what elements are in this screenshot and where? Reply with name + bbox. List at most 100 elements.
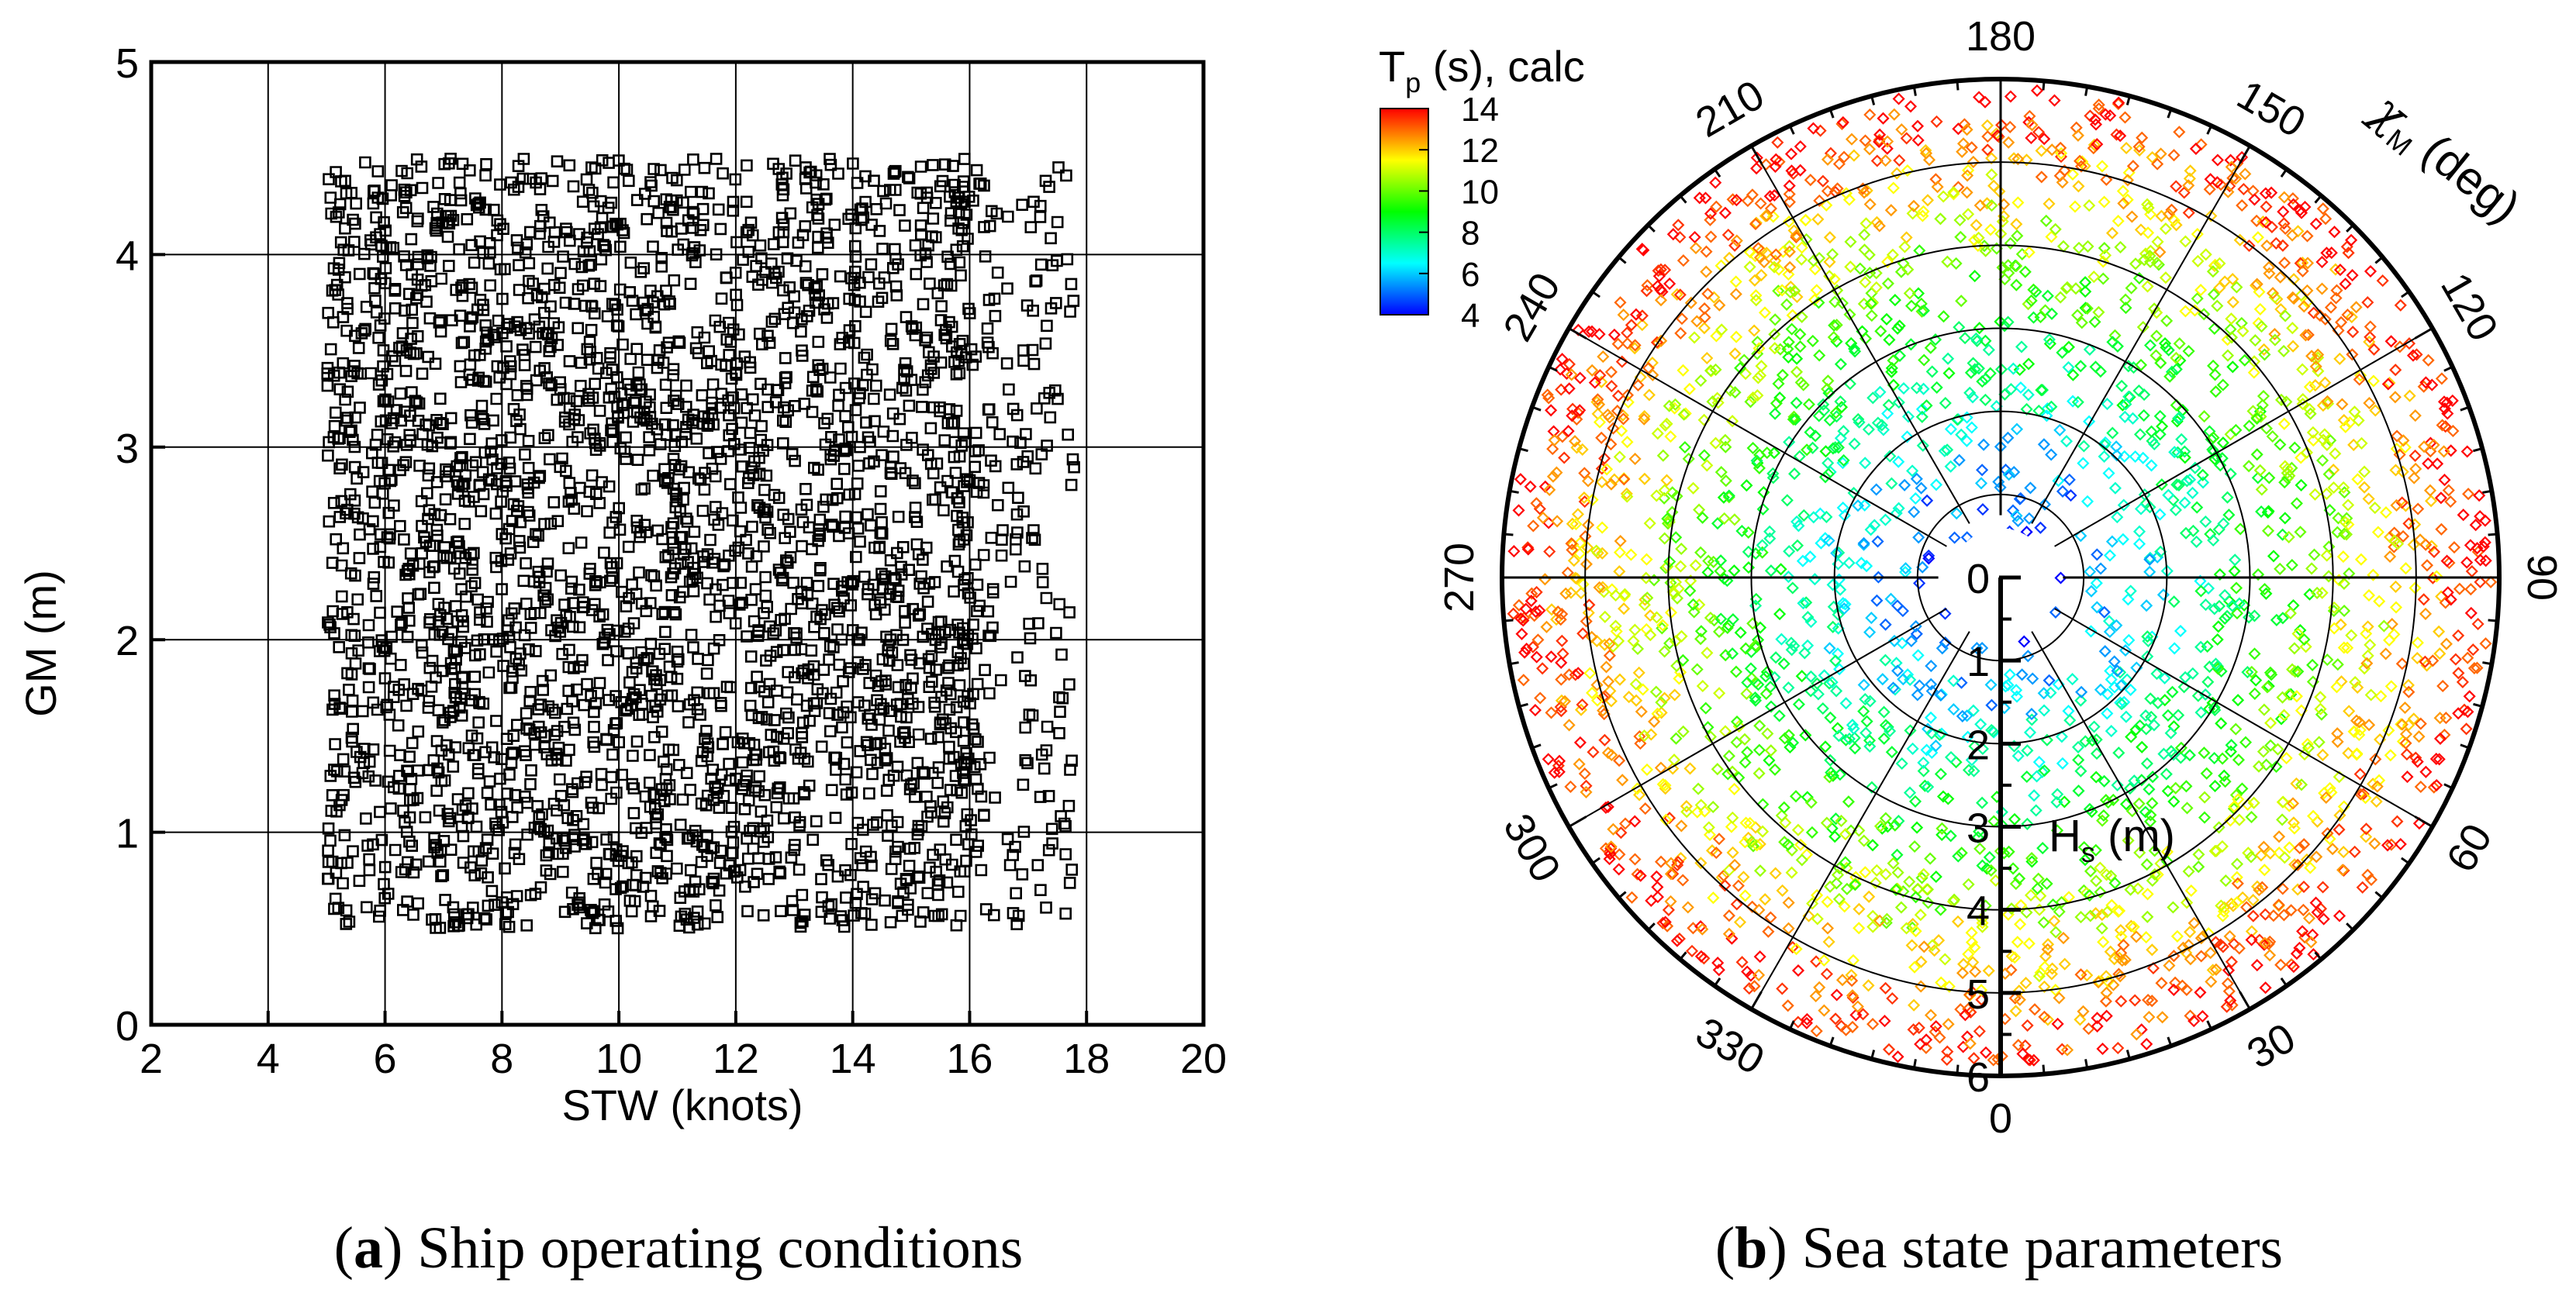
b-angle-tick: [2488, 533, 2498, 536]
colorbar-tick-label: 6: [1461, 256, 1480, 294]
b-angle-tick: [1679, 951, 1687, 960]
colorbar-gradient: [1380, 108, 1429, 315]
b-angle-tick: [1548, 365, 1558, 372]
b-angle-tick: [2374, 891, 2384, 899]
a-y-tick-labels: 0 1 2 3 4 5: [116, 40, 139, 1050]
a-x-tick-label: 12: [713, 1036, 759, 1082]
b-angle-tick: [1509, 661, 1519, 666]
a-point-cloud: [321, 153, 1080, 935]
colorbar-title-main: T: [1379, 42, 1405, 91]
b-angle-tick: [2473, 702, 2483, 708]
b-angle-tick: [1518, 447, 1528, 453]
colorbar-tick-label: 14: [1461, 91, 1499, 129]
b-spoke: [1750, 145, 1970, 524]
caption-a-text: Ship operating conditions: [402, 1215, 1023, 1281]
b-angle-tick: [2167, 1036, 2173, 1046]
colorbar-title: Tp (s), calc: [1379, 42, 1585, 98]
b-angle-tick: [1591, 290, 1601, 298]
b-angle-tick: [2314, 195, 2322, 204]
b-angle-tick-label: 0: [1989, 1095, 2012, 1142]
b-angle-tick: [1713, 168, 1721, 178]
b-angle-tick: [1912, 1059, 1917, 1069]
b-angle-tick: [2460, 743, 2470, 750]
b-angle-tick: [2401, 290, 2410, 298]
b-radial-axis-label: Hs (m): [2049, 811, 2175, 868]
b-angle-tick: [1548, 783, 1558, 790]
b-scatter-markers: [1922, 526, 2067, 648]
b-angle-tick: [2443, 365, 2453, 372]
b-angle-tick: [1912, 86, 1917, 96]
b-spoke: [1568, 608, 1947, 828]
b-spoke: [2031, 145, 2251, 524]
colorbar-title-tail: (s), calc: [1421, 42, 1585, 91]
a-x-tick-label: 2: [140, 1036, 163, 1082]
b-angle-tick: [2346, 224, 2354, 233]
a-x-tick-label: 20: [1180, 1036, 1227, 1082]
b-angle-tick: [1647, 224, 1656, 233]
b-angle-tick-label: 270: [1436, 543, 1483, 612]
b-angle-tick: [1750, 991, 1763, 1010]
b-angle-tick: [1618, 256, 1627, 264]
b-angle-tick: [1870, 95, 1876, 105]
a-x-tick-label: 10: [596, 1036, 642, 1082]
b-spoke: [2054, 327, 2433, 547]
a-y-tick-label: 5: [116, 40, 139, 87]
b-angle-tick: [1788, 125, 1795, 135]
a-x-tick-label: 8: [490, 1036, 513, 1082]
b-angle-tick: [2042, 81, 2046, 91]
b-angle-tick: [2084, 1059, 2089, 1069]
b-angle-tick: [2239, 991, 2251, 1010]
b-angle-tick: [2167, 109, 2173, 119]
b-angle-tick: [1618, 891, 1627, 899]
caption-a: (a) Ship operating conditions: [334, 1215, 1024, 1281]
b-angle-tick: [1531, 405, 1542, 412]
b-scatter-markers: [1631, 199, 2391, 939]
caption-b-label: b: [1735, 1215, 1767, 1281]
b-radial-tick-label: 0: [1967, 556, 1990, 602]
b-angle-tick: [1679, 195, 1687, 204]
b-radial-tick-label: 6: [1967, 1054, 1990, 1101]
b-angle-tick: [2460, 405, 2470, 412]
b-angular-tick-marks: [1502, 79, 2499, 1076]
b-angle-tick: [1591, 857, 1601, 865]
a-x-tick-label: 4: [257, 1036, 280, 1082]
b-angle-tick: [1568, 327, 1587, 340]
b-angle-tick: [1647, 922, 1656, 931]
a-scatter-markers: [321, 153, 1080, 935]
b-angle-tick: [2473, 447, 2483, 453]
a-x-tick-label: 18: [1063, 1036, 1110, 1082]
b-radial-tick-label: 4: [1967, 888, 1990, 935]
b-radial-label-main: H: [2049, 811, 2081, 861]
b-angle-tick: [1518, 702, 1528, 708]
b-radial-label-sub: s: [2081, 836, 2095, 868]
b-angle-tick: [1828, 109, 1835, 119]
caption-a-label: a: [354, 1215, 383, 1281]
b-angle-tick: [2488, 619, 2498, 622]
b-scatter-markers: [1749, 332, 2246, 819]
a-y-tick-label: 1: [116, 811, 139, 857]
a-y-tick-label: 3: [116, 426, 139, 472]
b-angle-tick: [2414, 327, 2433, 340]
b-angle-tick: [1956, 81, 1960, 91]
b-angle-tick: [2401, 857, 2410, 865]
b-angle-tick: [1828, 1036, 1835, 1046]
b-spoke: [2031, 631, 2251, 1010]
b-angle-tick-label: 180: [1966, 13, 2036, 60]
a-x-axis-label: STW (knots): [561, 1081, 803, 1129]
a-x-tick-label: 16: [946, 1036, 993, 1082]
b-angle-tick: [2443, 783, 2453, 790]
b-angle-tick: [2374, 256, 2384, 264]
b-angle-tick: [1504, 619, 1514, 622]
b-radial-label-tail: (m): [2095, 811, 2175, 861]
colorbar-tick-label: 8: [1461, 215, 1480, 253]
b-angle-tick: [1956, 1064, 1960, 1074]
a-y-axis-label: GM (m): [16, 570, 65, 717]
b-angle-tick: [2125, 1050, 2131, 1060]
b-radial-tick-label: 5: [1967, 971, 1990, 1018]
b-angle-tick: [1509, 489, 1519, 494]
b-angle-tick: [2482, 489, 2492, 494]
b-angle-tick: [1531, 743, 1542, 750]
